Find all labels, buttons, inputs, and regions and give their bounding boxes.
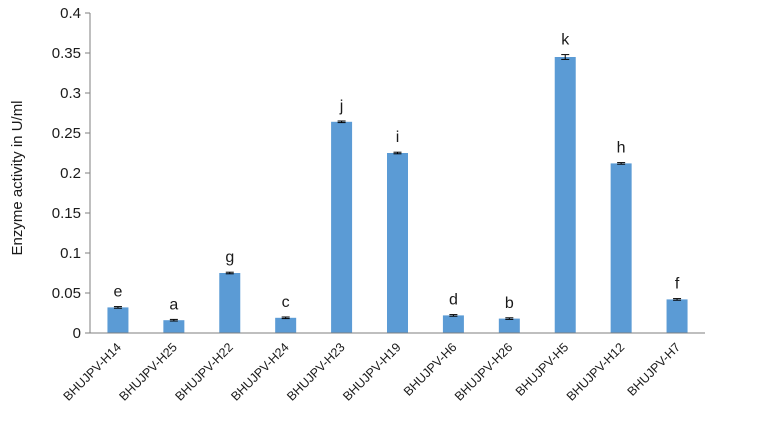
x-category-label: BHUJPV-H26 xyxy=(452,340,515,403)
bar-bhujpv-h26 xyxy=(498,318,520,333)
significance-letter: a xyxy=(169,296,178,313)
error-bar-bhujpv-h12 xyxy=(617,162,626,165)
bar-bhujpv-h14 xyxy=(107,307,129,333)
y-tick-label: 0.4 xyxy=(60,5,81,22)
x-category-label: BHUJPV-H25 xyxy=(117,340,180,403)
significance-letter: f xyxy=(675,276,680,293)
y-tick-labels: 0 0.05 0.1 0.15 0.2 0.25 0.3 0.35 0.4 xyxy=(52,5,81,342)
bar-bhujpv-h25 xyxy=(163,320,185,333)
bar-bhujpv-h12 xyxy=(610,163,632,333)
x-category-label: BHUJPV-H7 xyxy=(625,340,684,399)
error-bar-bhujpv-h22 xyxy=(225,271,234,275)
bar-bhujpv-h5 xyxy=(554,57,576,333)
bar-bhujpv-h19 xyxy=(387,153,408,333)
significance-letter: i xyxy=(396,129,400,146)
y-tick-label: 0.1 xyxy=(60,245,81,262)
x-category-label: BHUJPV-H6 xyxy=(401,340,460,399)
significance-letter: j xyxy=(339,98,344,115)
x-category-label: BHUJPV-H14 xyxy=(61,340,124,403)
error-bar-bhujpv-h5 xyxy=(561,54,570,60)
bar-bhujpv-h6 xyxy=(442,315,464,333)
axes-layer xyxy=(85,12,705,334)
bar-bhujpv-h23 xyxy=(331,121,353,333)
error-bar-bhujpv-h25 xyxy=(169,318,178,322)
y-tick-label: 0.25 xyxy=(52,125,81,142)
y-tick-label: 0.3 xyxy=(60,85,81,102)
x-category-label: BHUJPV-H23 xyxy=(284,340,347,403)
x-category-label: BHUJPV-H22 xyxy=(172,340,235,403)
x-category-labels: BHUJPV-H14BHUJPV-H25BHUJPV-H22BHUJPV-H24… xyxy=(61,340,684,403)
error-bar-bhujpv-h19 xyxy=(393,151,402,155)
error-bar-bhujpv-h6 xyxy=(449,314,458,317)
significance-letter: c xyxy=(282,294,290,311)
error-bars-layer xyxy=(113,54,682,322)
bar-bhujpv-h22 xyxy=(219,273,241,333)
y-axis-title: Enzyme activity in U/ml xyxy=(9,100,26,255)
error-bar-bhujpv-h24 xyxy=(281,316,290,320)
y-tick-label: 0.2 xyxy=(60,165,81,182)
y-tick-label: 0.35 xyxy=(52,45,81,62)
x-category-label: BHUJPV-H5 xyxy=(513,340,572,399)
y-tick-label: 0 xyxy=(73,325,81,342)
y-tick-label: 0.15 xyxy=(52,205,81,222)
bars-layer xyxy=(107,57,688,333)
x-category-label: BHUJPV-H19 xyxy=(340,340,403,403)
error-bar-bhujpv-h14 xyxy=(113,306,122,309)
y-tick-label: 0.05 xyxy=(52,285,81,302)
x-category-label: BHUJPV-H12 xyxy=(564,340,627,403)
significance-letter: b xyxy=(505,295,514,312)
error-bar-bhujpv-h23 xyxy=(337,120,346,124)
significance-letters-layer: e a g c j i d b k h f xyxy=(114,32,680,314)
bar-bhujpv-h24 xyxy=(275,317,297,333)
x-category-label: BHUJPV-H24 xyxy=(228,340,291,403)
significance-letter: g xyxy=(225,249,234,266)
error-bar-bhujpv-h7 xyxy=(673,298,682,301)
significance-letter: k xyxy=(561,32,570,49)
significance-letter: h xyxy=(617,140,626,157)
error-bar-bhujpv-h26 xyxy=(505,317,514,320)
significance-letter: e xyxy=(114,284,123,301)
significance-letter: d xyxy=(449,292,458,309)
bar-bhujpv-h7 xyxy=(666,299,688,333)
